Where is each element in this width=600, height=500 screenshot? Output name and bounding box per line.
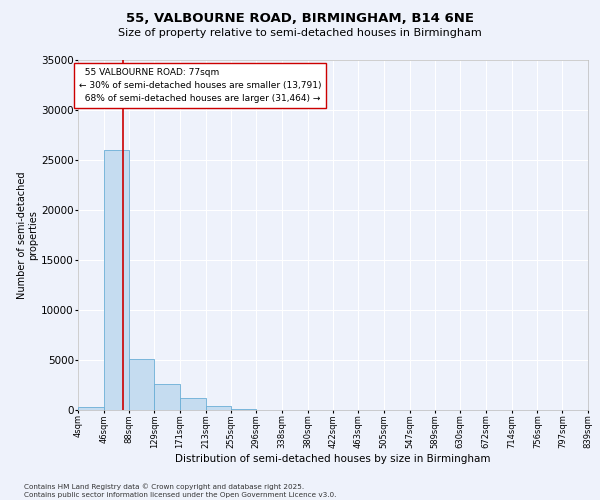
Bar — [180, 398, 206, 410]
Bar — [130, 359, 154, 410]
Text: Size of property relative to semi-detached houses in Birmingham: Size of property relative to semi-detach… — [118, 28, 482, 38]
Text: 55 VALBOURNE ROAD: 77sqm
← 30% of semi-detached houses are smaller (13,791)
  68: 55 VALBOURNE ROAD: 77sqm ← 30% of semi-d… — [79, 68, 321, 104]
Bar — [206, 406, 232, 410]
Text: 55, VALBOURNE ROAD, BIRMINGHAM, B14 6NE: 55, VALBOURNE ROAD, BIRMINGHAM, B14 6NE — [126, 12, 474, 26]
Bar — [104, 150, 130, 410]
Bar — [232, 409, 256, 410]
Bar — [78, 407, 104, 410]
Bar — [154, 384, 180, 410]
Text: Contains HM Land Registry data © Crown copyright and database right 2025.
Contai: Contains HM Land Registry data © Crown c… — [24, 484, 337, 498]
X-axis label: Distribution of semi-detached houses by size in Birmingham: Distribution of semi-detached houses by … — [175, 454, 491, 464]
Y-axis label: Number of semi-detached
properties: Number of semi-detached properties — [17, 171, 38, 298]
